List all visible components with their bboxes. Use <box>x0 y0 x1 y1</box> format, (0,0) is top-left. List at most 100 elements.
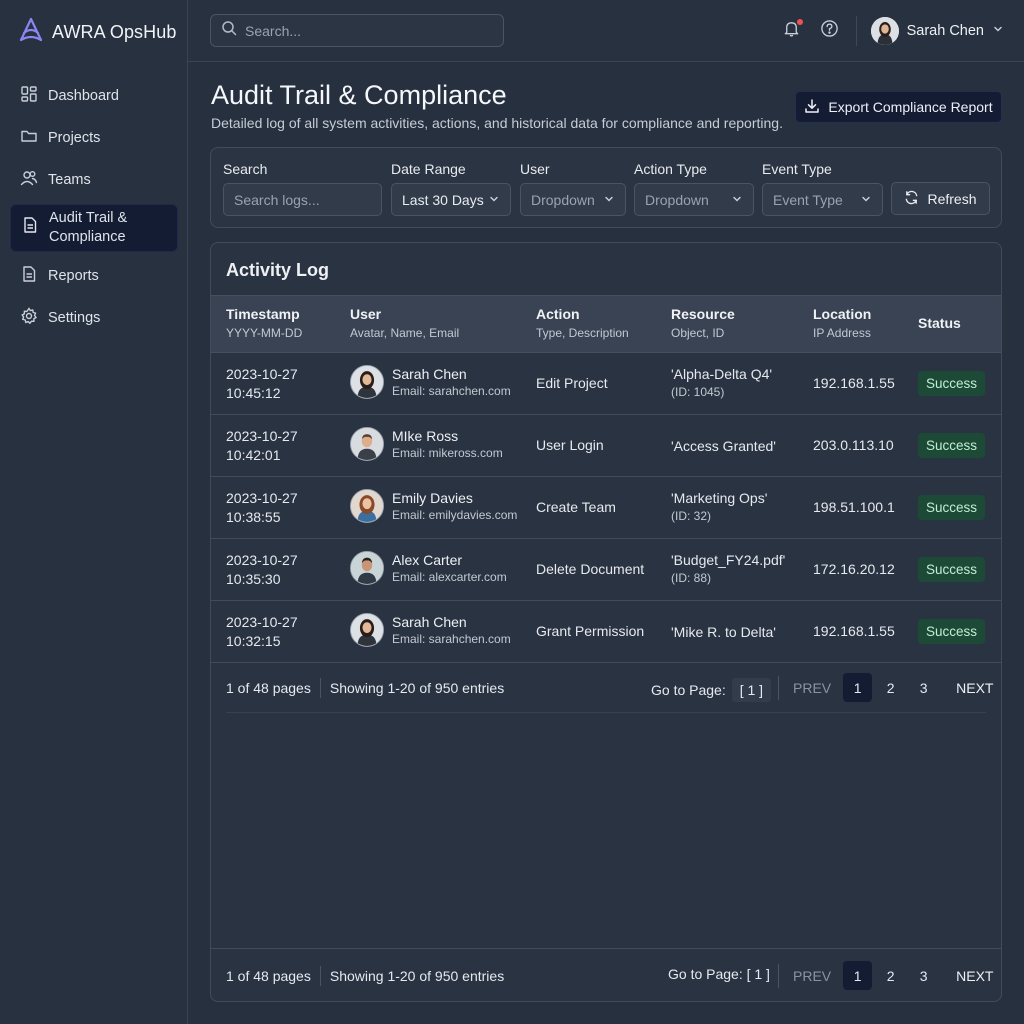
page-2-button[interactable]: 2 <box>886 679 895 696</box>
table-row[interactable]: 2023-10-27 10:32:15 Sarah Chen Email: sa… <box>211 601 1001 663</box>
sidebar-item-settings[interactable]: Settings <box>10 300 178 336</box>
filter-event-type: Event Type Event Type <box>762 161 883 216</box>
table-row[interactable]: 2023-10-27 10:45:12 Sarah Chen Email: sa… <box>211 353 1001 415</box>
location-cell: 203.0.113.10 <box>813 437 894 453</box>
goto-page[interactable]: Go to Page: [ 1 ] <box>668 966 770 982</box>
sidebar-item-teams[interactable]: Teams <box>10 162 178 198</box>
user-name: Emily Davies <box>392 489 473 506</box>
notifications-button[interactable] <box>780 19 804 43</box>
sidebar-item-audit-trail[interactable]: Audit Trail & Compliance <box>10 204 178 252</box>
search-logs-input[interactable]: Search logs... <box>223 183 382 216</box>
action-type-value: Dropdown <box>645 191 709 208</box>
refresh-button[interactable]: Refresh <box>891 182 990 215</box>
user-select[interactable]: Dropdown <box>520 183 626 216</box>
timestamp-time: 10:38:55 <box>226 509 281 525</box>
user-name: Sarah Chen <box>392 365 467 382</box>
page-count: 1 of 48 pages <box>226 680 311 696</box>
location-cell: 192.168.1.55 <box>813 623 895 639</box>
notification-dot <box>796 19 803 25</box>
refresh-label: Refresh <box>927 190 977 207</box>
event-type-value: Event Type <box>773 191 843 208</box>
search-icon <box>221 20 237 41</box>
global-search-input[interactable] <box>245 22 485 39</box>
column-subtitle: Type, Description <box>536 326 629 340</box>
goto-page-label[interactable]: Go to Page: [ 1 ] <box>668 966 770 982</box>
user-cell: Sarah Chen Email: sarahchen.com <box>350 365 511 399</box>
page-count: 1 of 48 pages <box>226 968 311 984</box>
export-report-button[interactable]: Export Compliance Report <box>795 91 1002 123</box>
filter-label: Search <box>223 161 268 177</box>
avatar <box>350 427 384 461</box>
page-3-button[interactable]: 3 <box>919 967 928 984</box>
next-page-button[interactable]: NEXT <box>956 967 994 984</box>
folder-icon <box>20 127 38 149</box>
entries-count: Showing 1-20 of 950 entries <box>329 968 505 984</box>
table-row[interactable]: 2023-10-27 10:38:55 Emily Davies Email: … <box>211 477 1001 539</box>
page-3-button[interactable]: 3 <box>919 679 928 696</box>
help-button[interactable] <box>818 19 842 43</box>
divider <box>211 948 1001 949</box>
status-badge: Success <box>918 557 986 582</box>
prev-page-button[interactable]: PREV <box>793 679 832 696</box>
action-cell: Delete Document <box>536 561 645 577</box>
filter-action-type: Action Type Dropdown <box>634 161 754 216</box>
column-user[interactable]: User Avatar, Name, Email <box>350 306 459 340</box>
timestamp-date: 2023-10-27 <box>226 552 298 568</box>
sidebar-item-dashboard[interactable]: Dashboard <box>10 78 178 114</box>
user-email: Email: mikeross.com <box>392 445 503 460</box>
user-menu[interactable]: Sarah Chen <box>870 17 1004 45</box>
column-title: Location <box>813 306 872 322</box>
timestamp-time: 10:45:12 <box>226 385 281 401</box>
report-icon <box>20 265 38 287</box>
page-1-button[interactable]: 1 <box>843 673 873 702</box>
column-subtitle: Avatar, Name, Email <box>350 326 460 340</box>
resource-name: 'Access Granted' <box>671 438 776 454</box>
column-timestamp[interactable]: Timestamp YYYY-MM-DD <box>226 306 302 340</box>
date-range-select[interactable]: Last 30 Days <box>391 183 511 216</box>
pagination-top: 1 of 48 pages Showing 1-20 of 950 entrie… <box>211 661 1001 713</box>
column-subtitle: YYYY-MM-DD <box>226 326 303 340</box>
dashboard-icon <box>20 85 38 107</box>
next-page-button[interactable]: NEXT <box>956 679 994 696</box>
event-type-select[interactable]: Event Type <box>762 183 883 216</box>
sidebar-item-reports[interactable]: Reports <box>10 258 178 294</box>
table-row[interactable]: 2023-10-27 10:35:30 Alex Carter Email: a… <box>211 539 1001 601</box>
goto-page-label: Go to Page: <box>651 682 726 698</box>
pagination-bottom: 1 of 48 pages Showing 1-20 of 950 entrie… <box>211 949 1001 1001</box>
page-1-button[interactable]: 1 <box>843 961 873 990</box>
timestamp-date: 2023-10-27 <box>226 490 298 506</box>
status-badge: Success <box>918 371 986 396</box>
user-email: Email: alexcarter.com <box>392 569 507 584</box>
table-row[interactable]: 2023-10-27 10:42:01 MIke Ross Email: mik… <box>211 415 1001 477</box>
filter-user: User Dropdown <box>520 161 626 216</box>
column-resource[interactable]: Resource Object, ID <box>671 306 735 340</box>
prev-page-button[interactable]: PREV <box>793 967 832 984</box>
column-location[interactable]: Location IP Address <box>813 306 871 340</box>
divider <box>226 712 986 713</box>
filter-label: Date Range <box>391 161 466 177</box>
filter-label: Event Type <box>762 161 832 177</box>
status-badge: Success <box>918 495 986 520</box>
avatar <box>870 17 899 45</box>
filter-date-range: Date Range Last 30 Days <box>391 161 511 216</box>
page-2-button[interactable]: 2 <box>886 967 895 984</box>
sidebar-item-label: Settings <box>48 310 101 326</box>
divider <box>319 966 321 986</box>
timestamp-date: 2023-10-27 <box>226 614 298 630</box>
user-name: Sarah Chen <box>906 23 984 39</box>
divider <box>778 675 779 700</box>
location-cell: 192.168.1.55 <box>813 375 895 391</box>
sidebar-item-label: Audit Trail & Compliance <box>49 210 128 245</box>
column-action[interactable]: Action Type, Description <box>536 306 629 340</box>
column-status[interactable]: Status <box>918 315 961 331</box>
divider <box>778 963 779 988</box>
goto-page-input[interactable]: [ 1 ] <box>731 678 772 702</box>
export-report-label: Export Compliance Report <box>828 99 993 115</box>
brand[interactable]: AWRA OpsHub <box>18 16 176 49</box>
user-email: Email: sarahchen.com <box>392 383 511 398</box>
timestamp-cell: 2023-10-27 10:35:30 <box>226 551 298 589</box>
global-search[interactable] <box>210 14 504 47</box>
action-type-select[interactable]: Dropdown <box>634 183 754 216</box>
column-title: Timestamp <box>226 306 300 322</box>
sidebar-item-projects[interactable]: Projects <box>10 120 178 156</box>
